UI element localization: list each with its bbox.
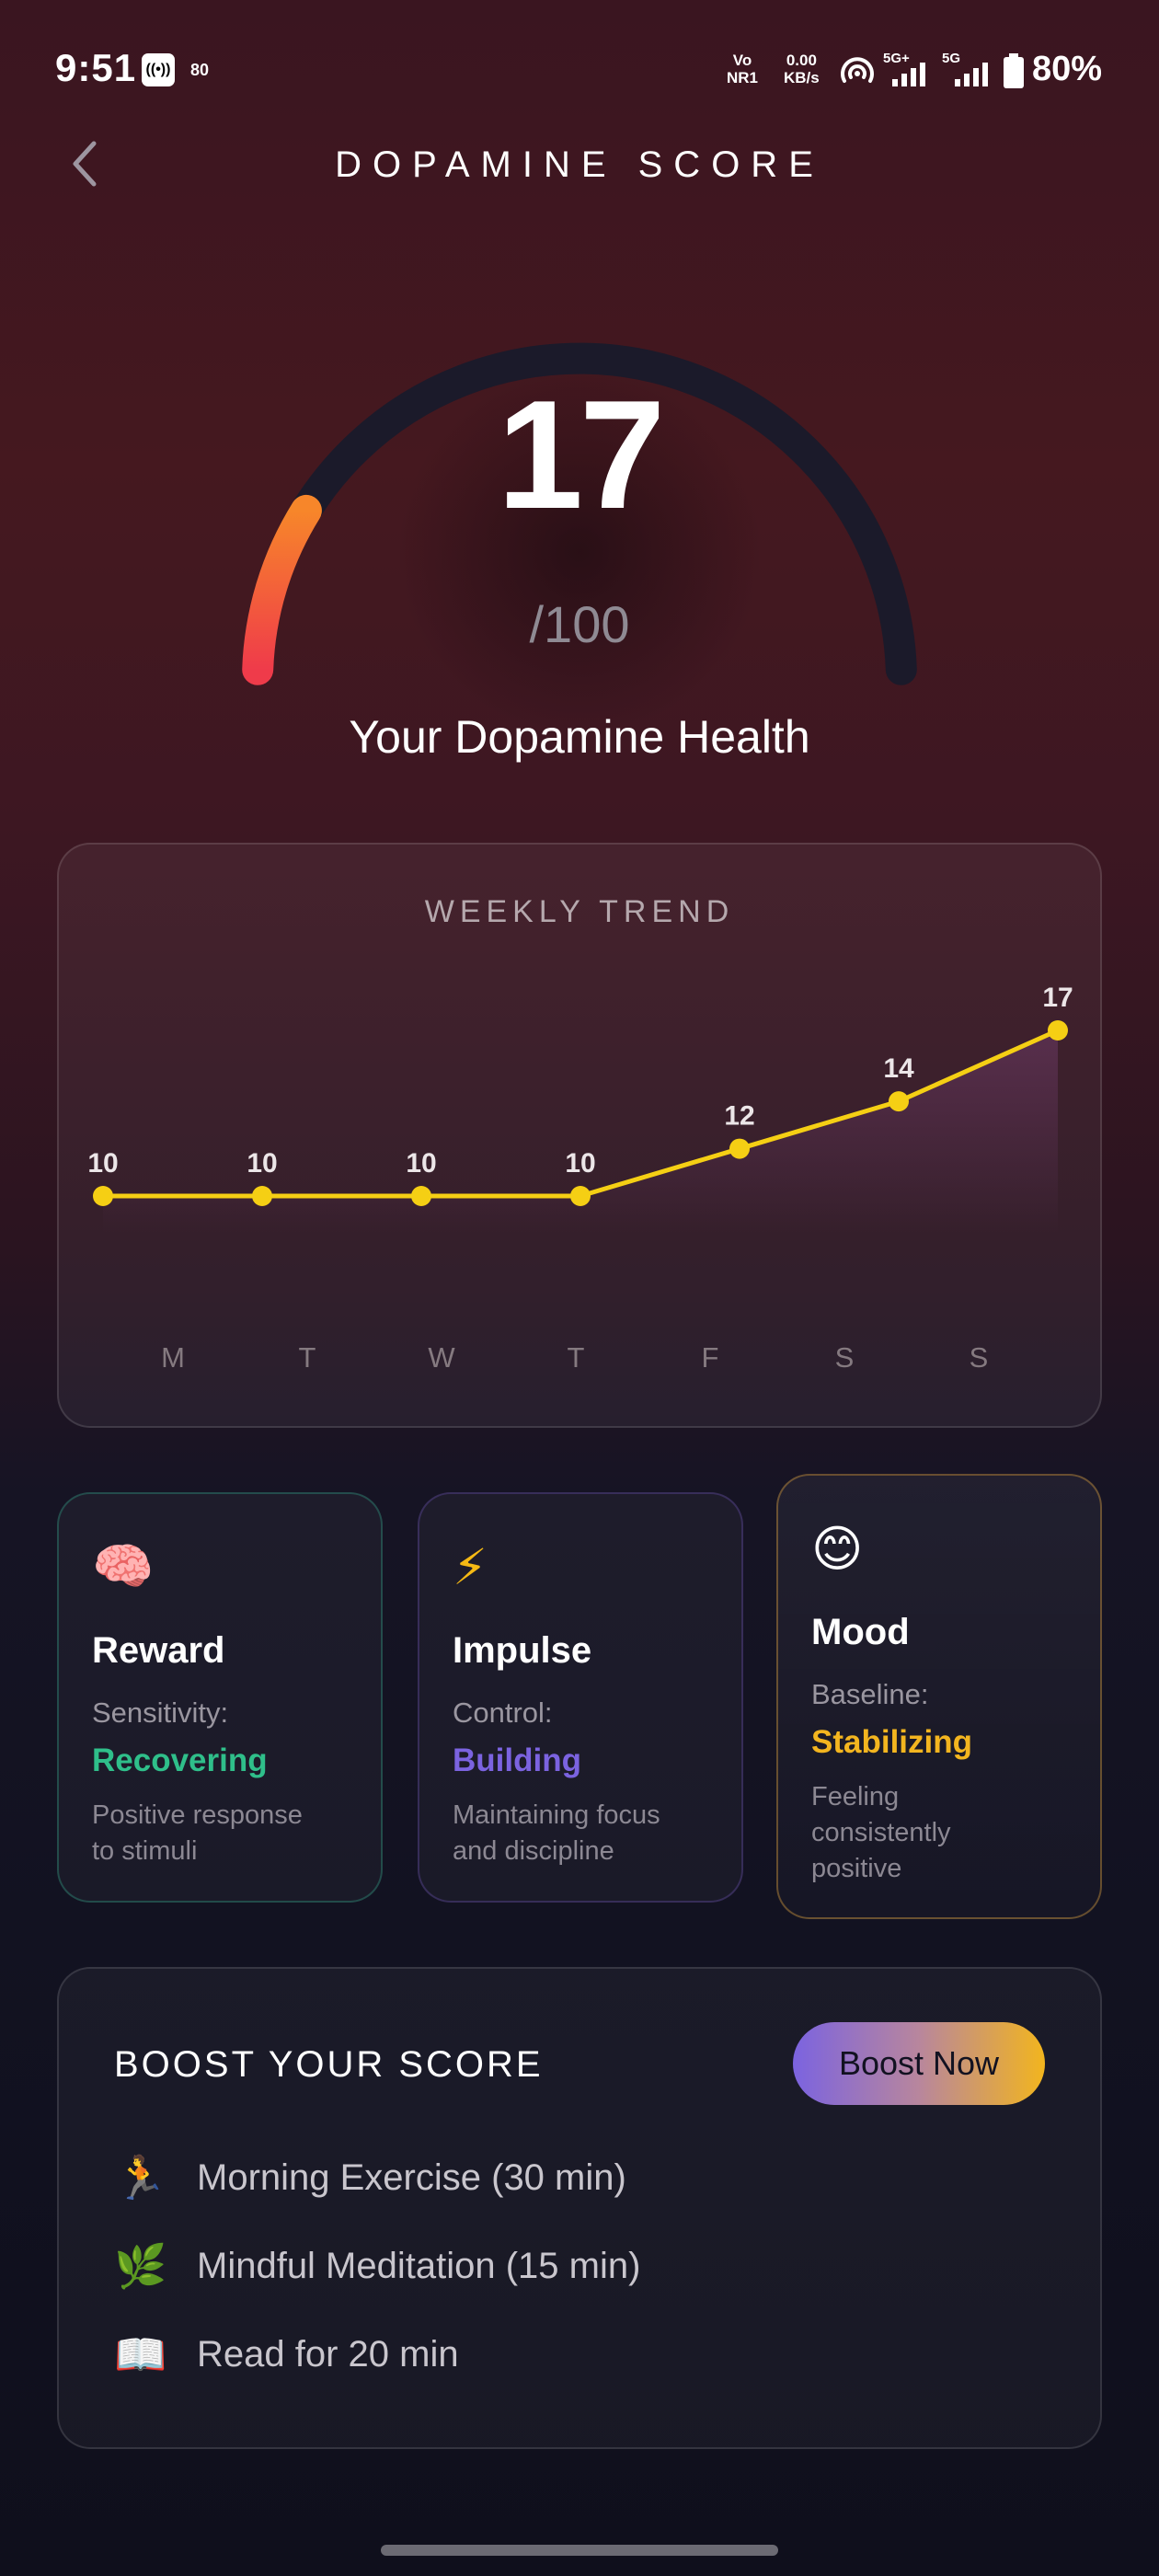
trend-point-label: 10 — [87, 1148, 118, 1179]
trend-area — [103, 1030, 1058, 1233]
battery-icon — [1004, 53, 1024, 88]
speed-unit: KB/s — [784, 69, 820, 86]
book-icon: 📖 — [114, 2330, 167, 2378]
data-speed: 0.00 KB/s — [784, 52, 820, 86]
signal-icon-1 — [892, 63, 925, 86]
mood-description-line: positive — [811, 1854, 902, 1883]
gauge-glow — [396, 368, 763, 736]
score-max: /100 — [529, 595, 630, 653]
home-indicator[interactable] — [381, 2545, 778, 2556]
gauge-fill — [242, 494, 322, 685]
boost-title: BOOST YOUR SCORE — [114, 2044, 544, 2085]
battery-percent: 80% — [1032, 50, 1103, 88]
mood-status: Stabilizing — [811, 1724, 972, 1760]
impulse-description: Maintaining focus and discipline — [453, 1798, 660, 1869]
trend-point — [889, 1091, 909, 1112]
speed-value: 0.00 — [786, 52, 817, 69]
leaf-icon: 🌿 — [114, 2242, 167, 2290]
task-item-reading[interactable]: 📖 Read for 20 min — [114, 2329, 459, 2380]
trend-point — [1048, 1020, 1068, 1041]
trend-point-label: 17 — [1042, 983, 1073, 1013]
trend-point-label: 12 — [724, 1101, 754, 1132]
score-value: 17 — [497, 368, 666, 541]
page-title: DOPAMINE SCORE — [335, 144, 824, 185]
status-bar: 9:51 ((•)) 80 Vo NR1 0.00 KB/s 5G+ 5G 80… — [0, 0, 1159, 138]
status-time: 9:51 — [55, 46, 137, 89]
boost-now-button[interactable]: Boost Now — [793, 2022, 1045, 2105]
reward-description: Positive response to stimuli — [92, 1798, 303, 1869]
task-item-meditation[interactable]: 🌿 Mindful Meditation (15 min) — [114, 2241, 640, 2292]
score-gauge — [242, 342, 917, 685]
reward-title: Reward — [92, 1630, 225, 1671]
running-icon: 🏃 — [114, 2154, 167, 2202]
x-tick-label: S — [970, 1341, 989, 1374]
mood-title: Mood — [811, 1612, 910, 1652]
trend-point — [570, 1186, 591, 1206]
impulse-title: Impulse — [453, 1630, 592, 1671]
x-tick-label: M — [161, 1341, 185, 1374]
trend-point — [252, 1186, 272, 1206]
x-tick-label: F — [702, 1341, 719, 1374]
task-label: Mindful Meditation (15 min) — [197, 2246, 641, 2286]
signal-icon-2 — [955, 63, 988, 86]
trend-point — [729, 1138, 750, 1159]
notification-count: 80 — [190, 61, 210, 79]
impulse-status: Building — [453, 1742, 581, 1778]
reward-description-line: Positive response — [92, 1800, 303, 1830]
trend-point-label: 10 — [406, 1148, 436, 1179]
x-tick-label: S — [835, 1341, 855, 1374]
task-item-exercise[interactable]: 🏃 Morning Exercise (30 min) — [114, 2153, 626, 2203]
reward-description-line: to stimuli — [92, 1836, 198, 1866]
back-arrow-icon[interactable] — [66, 136, 103, 191]
trend-point-label: 10 — [247, 1148, 277, 1179]
impulse-subtitle: Control: — [453, 1696, 553, 1729]
mood-description-line: Feeling — [811, 1782, 900, 1811]
volte-bottom: NR1 — [727, 69, 759, 86]
network-label-1: 5G+ — [883, 51, 910, 66]
mood-description: Feeling consistently positive — [811, 1779, 951, 1887]
network-label-2: 5G — [942, 51, 961, 66]
reward-subtitle: Sensitivity: — [92, 1696, 229, 1729]
trend-point — [93, 1186, 113, 1206]
volte-indicator: Vo NR1 — [727, 52, 758, 86]
mood-description-line: consistently — [811, 1818, 951, 1847]
wifi-hotspot-icon — [841, 57, 874, 83]
task-label: Read for 20 min — [197, 2334, 459, 2375]
smile-icon: 😊 — [811, 1522, 864, 1577]
impulse-card[interactable]: ⚡ Impulse Control: Building Maintaining … — [418, 1492, 743, 1903]
x-tick-label: W — [428, 1341, 455, 1374]
mood-subtitle: Baseline: — [811, 1678, 929, 1710]
brain-icon: 🧠 — [92, 1539, 155, 1594]
trend-point-label: 10 — [565, 1148, 595, 1179]
weekly-trend-chart: 10 10 10 10 12 14 17 M T W T F S S — [87, 983, 1073, 1374]
mood-card[interactable]: 😊 Mood Baseline: Stabilizing Feeling con… — [776, 1474, 1102, 1919]
hotspot-icon: ((•)) — [142, 53, 175, 86]
lightning-icon: ⚡ — [453, 1540, 488, 1595]
volte-top: Vo — [732, 52, 752, 69]
trend-title: WEEKLY TREND — [424, 894, 735, 929]
trend-point — [411, 1186, 431, 1206]
trend-point-label: 14 — [883, 1053, 914, 1084]
reward-status: Recovering — [92, 1742, 268, 1778]
x-tick-label: T — [299, 1341, 316, 1374]
task-label: Morning Exercise (30 min) — [197, 2157, 626, 2198]
reward-card[interactable]: 🧠 Reward Sensitivity: Recovering Positiv… — [57, 1492, 383, 1903]
health-label: Your Dopamine Health — [349, 711, 810, 763]
x-tick-label: T — [568, 1341, 585, 1374]
impulse-description-line: Maintaining focus — [453, 1800, 660, 1830]
impulse-description-line: and discipline — [453, 1836, 614, 1866]
